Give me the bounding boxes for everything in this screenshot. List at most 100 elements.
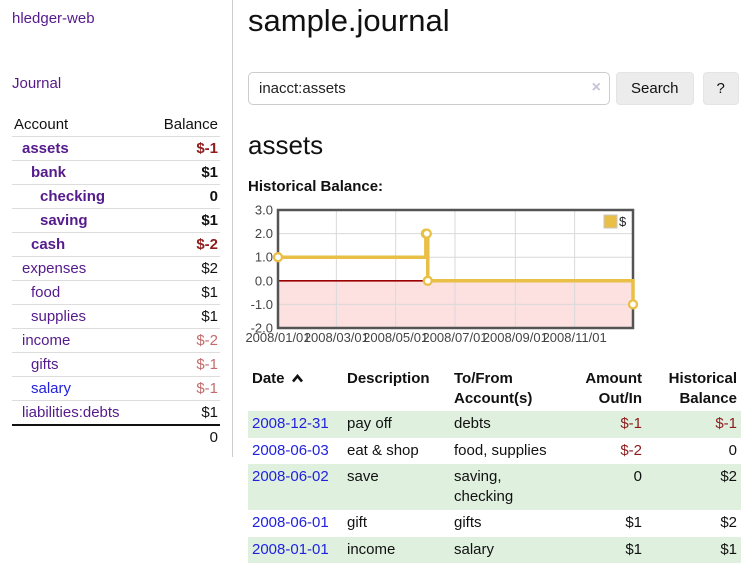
account-row: checking 0 (12, 184, 220, 209)
register-header-description: Description (347, 369, 430, 387)
transaction-date-cell: 2008-06-01 (248, 510, 343, 536)
accounts-table: Account Balance assets $-1 bank $1 checking 0… (12, 113, 220, 449)
svg-text:2008/01/01: 2008/01/01 (245, 330, 310, 345)
app-brand-link[interactable]: hledger-web (12, 10, 95, 27)
account-link[interactable]: liabilities:debts (22, 404, 120, 421)
svg-text:2008/11/01: 2008/11/01 (543, 330, 607, 345)
account-balance: $1 (147, 208, 220, 233)
transaction-accounts: food, supplies (454, 441, 547, 459)
register-header-balance: Historical Balance (668, 369, 737, 408)
transaction-amount: $-1 (620, 415, 642, 433)
account-link[interactable]: cash (31, 236, 66, 253)
svg-text:2008/03/01: 2008/03/01 (304, 330, 369, 345)
account-row: expenses $2 (12, 256, 220, 281)
account-link[interactable]: gifts (31, 356, 59, 373)
search-input-wrap: × (248, 71, 610, 105)
account-link[interactable]: expenses (22, 260, 87, 277)
transaction-date-link[interactable]: 2008-01-01 (252, 540, 329, 558)
account-row: saving $1 (12, 208, 220, 233)
help-button[interactable]: ? (702, 71, 739, 105)
account-name-cell: gifts (12, 352, 148, 377)
svg-text:2008/09/01: 2008/09/01 (483, 330, 548, 345)
account-name-cell: assets (12, 136, 148, 161)
transaction-balance: $1 (720, 540, 737, 558)
transaction-balance: $2 (720, 467, 737, 485)
transaction-row: 2008-06-03 eat & shop food, supplies $-2 0 (248, 438, 741, 464)
account-balance: $-1 (147, 352, 220, 377)
page-title: sample.journal (248, 3, 450, 38)
account-link[interactable]: supplies (31, 308, 87, 325)
accounts-header-row: Account Balance (12, 113, 220, 137)
account-balance: $-1 (147, 136, 220, 161)
transaction-date-cell: 2008-06-03 (248, 438, 343, 464)
account-balance: $1 (147, 400, 220, 425)
svg-text:2008/05/01: 2008/05/01 (363, 330, 428, 345)
account-row: salary $-1 (12, 376, 220, 401)
register-header-date-label: Date (252, 369, 285, 387)
transaction-date-cell: 2008-01-01 (248, 537, 343, 563)
accounts-header-balance: Balance (163, 116, 218, 133)
account-row: gifts $-1 (12, 352, 220, 377)
transaction-balance: 0 (728, 441, 737, 459)
transaction-amount: $1 (625, 514, 642, 532)
account-balance: $2 (147, 256, 220, 281)
accounts-table-body: assets $-1 bank $1 checking 0 saving $1 cash $-2 e… (12, 136, 220, 425)
register-header-date[interactable]: Date (248, 367, 343, 412)
account-row: cash $-2 (12, 232, 220, 257)
transaction-balance: $2 (720, 514, 737, 532)
account-name-cell: expenses (12, 256, 148, 281)
register-header-accounts: To/From Account(s) (454, 369, 533, 408)
transaction-date-link[interactable]: 2008-06-03 (252, 441, 329, 459)
accounts-total-row: 0 (12, 424, 220, 449)
account-balance: $-2 (147, 328, 220, 353)
accounts-total-spacer (12, 424, 148, 449)
search-form: × Search ? (248, 71, 742, 105)
account-name-cell: income (12, 328, 148, 353)
account-balance: $-2 (147, 232, 220, 257)
svg-text:$: $ (619, 214, 627, 229)
transaction-balance: $-1 (715, 415, 737, 433)
account-link[interactable]: income (22, 332, 71, 349)
chart-title: Historical Balance: (248, 177, 384, 195)
account-link[interactable]: assets (22, 140, 69, 157)
transaction-amount: $1 (625, 540, 642, 558)
svg-text:3.0: 3.0 (255, 202, 273, 217)
account-name-cell: liabilities:debts (12, 400, 148, 425)
account-link[interactable]: salary (31, 380, 72, 397)
account-name-cell: checking (12, 184, 148, 209)
main-content: sample.journal × Search ? assets Histori… (233, 0, 742, 563)
search-input[interactable] (248, 71, 610, 105)
register-header-amount: Amount Out/In (585, 369, 642, 408)
transaction-accounts: salary (454, 540, 495, 558)
historical-balance-chart: 3.0 2.0 1.0 0.0 -1.0 -2.02008/01/012008/03/01… (245, 202, 639, 345)
account-link[interactable]: bank (31, 164, 67, 181)
transaction-date-link[interactable]: 2008-12-31 (252, 415, 329, 433)
search-button[interactable]: Search (616, 71, 694, 105)
transaction-date-cell: 2008-12-31 (248, 411, 343, 437)
account-balance: $1 (147, 160, 220, 185)
account-link[interactable]: saving (40, 212, 88, 229)
transaction-date-link[interactable]: 2008-06-02 (252, 467, 329, 485)
account-row: supplies $1 (12, 304, 220, 329)
clear-search-icon[interactable]: × (591, 78, 601, 96)
account-row: food $1 (12, 280, 220, 305)
transaction-row: 2008-01-01 income salary $1 $1 (248, 536, 741, 563)
transaction-description: save (347, 467, 379, 485)
svg-text:-2.0: -2.0 (251, 320, 273, 335)
account-link[interactable]: checking (40, 188, 106, 205)
svg-text:0.0: 0.0 (255, 273, 273, 288)
account-row: bank $1 (12, 160, 220, 185)
sidebar-item-journal[interactable]: Journal (12, 75, 62, 92)
accounts-header-account: Account (14, 116, 69, 133)
register-table-body: 2008-12-31 pay off debts $-1 $-1 2008-06-03 ea… (248, 411, 741, 563)
account-link[interactable]: food (31, 284, 61, 301)
account-name-cell: cash (12, 232, 148, 257)
transaction-date-link[interactable]: 2008-06-01 (252, 514, 329, 532)
account-balance: $-1 (147, 376, 220, 401)
transaction-description: pay off (347, 415, 392, 433)
transaction-description: gift (347, 514, 368, 532)
account-name-cell: bank (12, 160, 148, 185)
transaction-description: eat & shop (347, 441, 419, 459)
account-name-cell: food (12, 280, 148, 305)
account-balance: 0 (147, 184, 220, 209)
